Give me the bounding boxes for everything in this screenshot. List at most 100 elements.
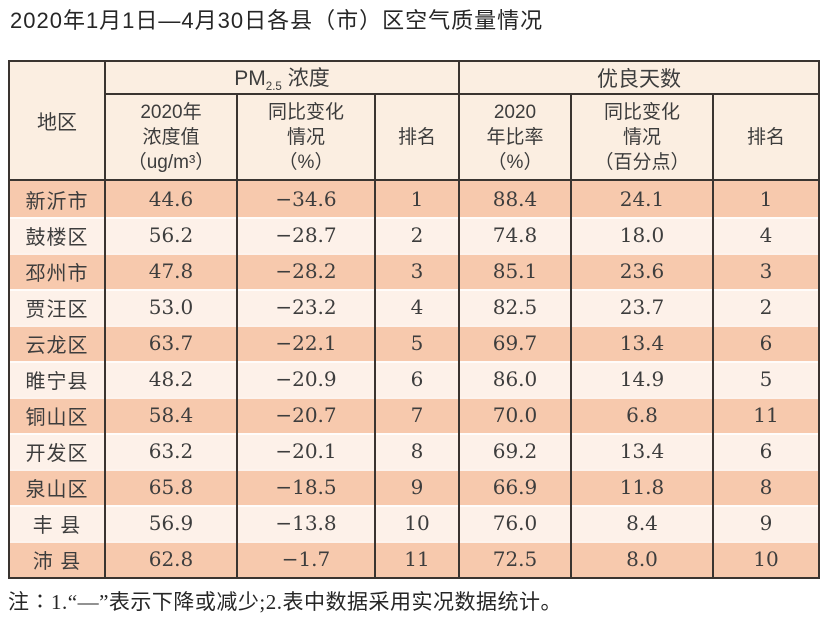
header-good-rate: 2020 年比率 （%） [460,95,572,182]
table-header: 地区 PM2.5 浓度 优良天数 2020年 浓度值 （ug/m³） 同比变化 … [10,62,818,182]
region-cell: 云龙区 [10,325,106,362]
good-change-cell: 8.4 [572,505,714,542]
pm-change-cell: −13.8 [238,505,376,542]
pm-rank-cell: 1 [376,181,460,218]
header-group-good-days: 优良天数 [460,62,818,96]
region-cell: 新沂市 [10,181,106,218]
table-row: 睢宁县 48.2 −20.9 6 86.0 14.9 5 [10,361,818,398]
table-row: 开发区 63.2 −20.1 8 69.2 13.4 6 [10,433,818,470]
good-change-cell: 6.8 [572,397,714,434]
good-rate-cell: 69.2 [460,433,572,470]
pm-change-cell: −18.5 [238,469,376,506]
pm-rank-cell: 2 [376,217,460,254]
pm-change-cell: −34.6 [238,181,376,218]
good-rank-cell: 6 [714,325,818,362]
good-change-cell: 11.8 [572,469,714,506]
pm-value-cell: 56.9 [106,505,238,542]
pm-value-cell: 58.4 [106,397,238,434]
pm-rank-cell: 4 [376,289,460,326]
good-change-cell: 13.4 [572,325,714,362]
good-rate-cell: 86.0 [460,361,572,398]
good-rank-cell: 3 [714,253,818,290]
region-cell: 贾汪区 [10,289,106,326]
region-cell: 沛 县 [10,541,106,578]
pm-rank-cell: 3 [376,253,460,290]
good-change-cell: 23.7 [572,289,714,326]
pm-value-cell: 56.2 [106,217,238,254]
good-change-cell: 23.6 [572,253,714,290]
table-row: 铜山区 58.4 −20.7 7 70.0 6.8 11 [10,397,818,434]
pm-value-cell: 62.8 [106,541,238,578]
good-rank-cell: 2 [714,289,818,326]
good-rank-cell: 9 [714,505,818,542]
header-pm-rank: 排名 [376,95,460,182]
table-row: 沛 县 62.8 −1.7 11 72.5 8.0 10 [10,541,818,578]
header-region: 地区 [10,62,106,182]
pm-rank-cell: 9 [376,469,460,506]
good-rank-cell: 6 [714,433,818,470]
good-rate-cell: 72.5 [460,541,572,578]
good-rate-cell: 76.0 [460,505,572,542]
table-row: 丰 县 56.9 −13.8 10 76.0 8.4 9 [10,505,818,542]
good-rank-cell: 8 [714,469,818,506]
pm25-label: PM2.5 浓度 [234,67,330,94]
pm-rank-cell: 8 [376,433,460,470]
good-change-cell: 13.4 [572,433,714,470]
region-cell: 邳州市 [10,253,106,290]
good-rate-cell: 66.9 [460,469,572,506]
region-cell: 睢宁县 [10,361,106,398]
good-change-cell: 18.0 [572,217,714,254]
pm-change-cell: −1.7 [238,541,376,578]
pm-change-cell: −28.2 [238,253,376,290]
pm-value-cell: 63.7 [106,325,238,362]
good-change-cell: 24.1 [572,181,714,218]
pm-value-cell: 48.2 [106,361,238,398]
pm-value-cell: 47.8 [106,253,238,290]
table-row: 新沂市 44.6 −34.6 1 88.4 24.1 1 [10,181,818,218]
pm-rank-cell: 5 [376,325,460,362]
table-row: 云龙区 63.7 −22.1 5 69.7 13.4 6 [10,325,818,362]
good-change-cell: 8.0 [572,541,714,578]
pm-change-cell: −20.1 [238,433,376,470]
pm-value-cell: 65.8 [106,469,238,506]
pm-value-cell: 53.0 [106,289,238,326]
pm-rank-cell: 6 [376,361,460,398]
table-body: 新沂市 44.6 −34.6 1 88.4 24.1 1 鼓楼区 56.2 −2… [10,181,818,578]
good-rank-cell: 11 [714,397,818,434]
pm-value-cell: 44.6 [106,181,238,218]
pm-change-cell: −20.7 [238,397,376,434]
table-row: 泉山区 65.8 −18.5 9 66.9 11.8 8 [10,469,818,506]
header-good-change: 同比变化 情况 （百分点） [572,95,714,182]
region-cell: 泉山区 [10,469,106,506]
good-rate-cell: 69.7 [460,325,572,362]
good-rate-cell: 82.5 [460,289,572,326]
good-rate-cell: 70.0 [460,397,572,434]
good-rank-cell: 1 [714,181,818,218]
header-pm-change: 同比变化 情况 （%） [238,95,376,182]
good-rank-cell: 10 [714,541,818,578]
table-row: 邳州市 47.8 −28.2 3 85.1 23.6 3 [10,253,818,290]
pm-rank-cell: 7 [376,397,460,434]
table-row: 鼓楼区 56.2 −28.7 2 74.8 18.0 4 [10,217,818,254]
good-rate-cell: 85.1 [460,253,572,290]
page-title: 2020年1月1日—4月30日各县（市）区空气质量情况 [10,8,544,33]
footnote: 注∶1.“—”表示下降或减少;2.表中数据采用实况数据统计。 [8,590,562,614]
good-rate-cell: 74.8 [460,217,572,254]
pm-rank-cell: 11 [376,541,460,578]
good-change-cell: 14.9 [572,361,714,398]
header-group-pm25: PM2.5 浓度 [106,62,460,96]
table-row: 贾汪区 53.0 −23.2 4 82.5 23.7 2 [10,289,818,326]
region-cell: 铜山区 [10,397,106,434]
air-quality-table: 地区 PM2.5 浓度 优良天数 2020年 浓度值 （ug/m³） 同比变化 … [8,60,820,580]
good-rank-cell: 5 [714,361,818,398]
pm-change-cell: −22.1 [238,325,376,362]
region-cell: 丰 县 [10,505,106,542]
good-rank-cell: 4 [714,217,818,254]
pm-change-cell: −20.9 [238,361,376,398]
pm-change-cell: −28.7 [238,217,376,254]
header-good-rank: 排名 [714,95,818,182]
good-rate-cell: 88.4 [460,181,572,218]
region-cell: 鼓楼区 [10,217,106,254]
pm-rank-cell: 10 [376,505,460,542]
